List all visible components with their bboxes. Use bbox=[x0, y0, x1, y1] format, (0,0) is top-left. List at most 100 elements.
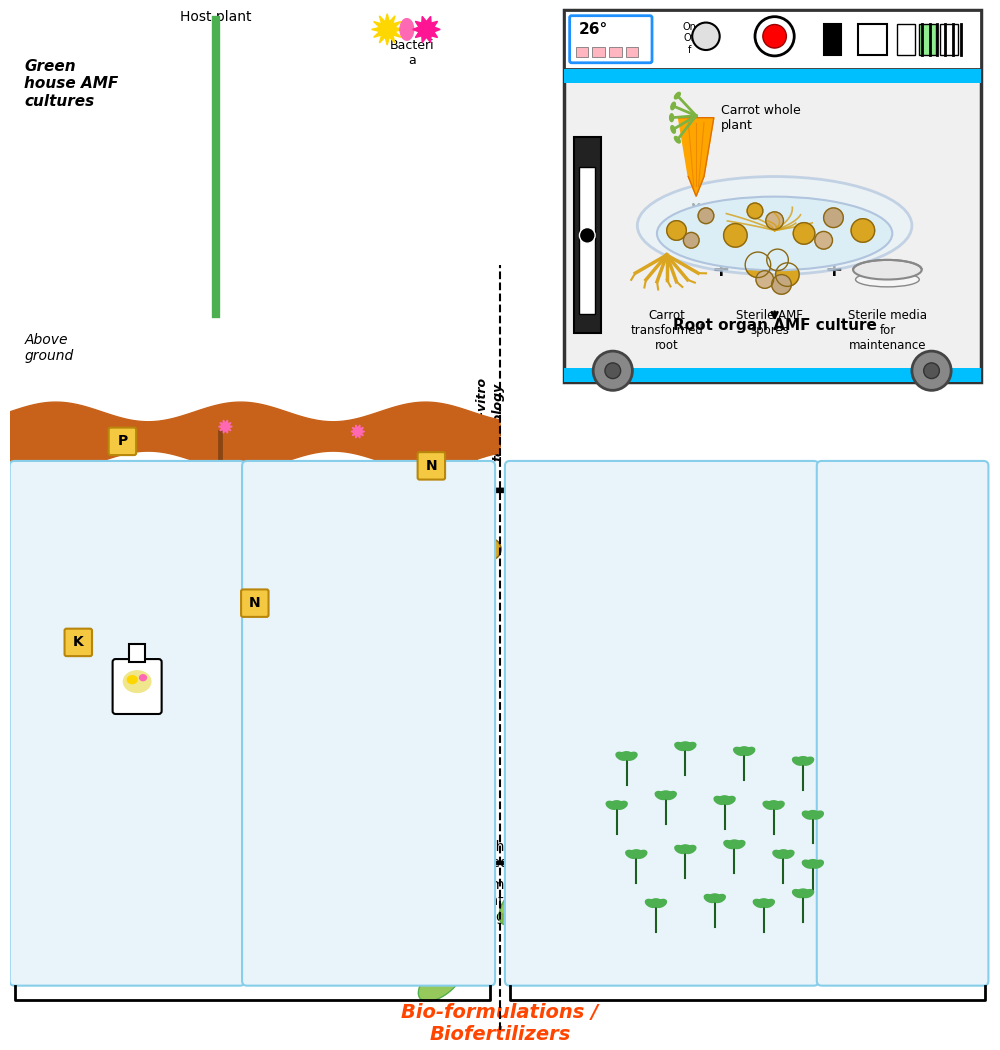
Ellipse shape bbox=[853, 260, 922, 279]
Text: Below
ground: Below ground bbox=[24, 432, 74, 462]
Circle shape bbox=[168, 560, 185, 578]
Ellipse shape bbox=[265, 866, 274, 873]
Circle shape bbox=[824, 208, 843, 228]
Bar bbox=[564, 68, 981, 83]
Ellipse shape bbox=[773, 801, 784, 810]
Ellipse shape bbox=[127, 676, 137, 684]
Bar bbox=[858, 23, 887, 55]
Circle shape bbox=[479, 539, 501, 560]
Ellipse shape bbox=[140, 675, 146, 680]
Ellipse shape bbox=[763, 801, 774, 810]
Polygon shape bbox=[219, 420, 232, 434]
Bar bbox=[564, 368, 981, 382]
Ellipse shape bbox=[753, 900, 764, 907]
Circle shape bbox=[190, 771, 202, 782]
Ellipse shape bbox=[314, 885, 323, 892]
Ellipse shape bbox=[769, 777, 779, 782]
FancyBboxPatch shape bbox=[505, 461, 819, 986]
Ellipse shape bbox=[802, 812, 813, 819]
Text: Bio-formulations /
Biofertilizers: Bio-formulations / Biofertilizers bbox=[401, 1004, 599, 1045]
Polygon shape bbox=[678, 118, 714, 196]
Ellipse shape bbox=[724, 866, 733, 873]
Ellipse shape bbox=[675, 845, 686, 854]
Ellipse shape bbox=[190, 875, 200, 881]
Ellipse shape bbox=[704, 895, 715, 902]
Polygon shape bbox=[351, 425, 365, 438]
Circle shape bbox=[320, 521, 337, 539]
Ellipse shape bbox=[812, 812, 823, 819]
Ellipse shape bbox=[308, 885, 318, 890]
Ellipse shape bbox=[196, 876, 205, 883]
Ellipse shape bbox=[298, 777, 308, 782]
Bar bbox=[919, 23, 936, 55]
Circle shape bbox=[194, 814, 206, 825]
Text: Without
biofertilizers: Without biofertilizers bbox=[123, 818, 151, 908]
Circle shape bbox=[779, 771, 790, 782]
Ellipse shape bbox=[132, 501, 162, 519]
Ellipse shape bbox=[302, 885, 311, 892]
FancyBboxPatch shape bbox=[418, 453, 445, 480]
Ellipse shape bbox=[690, 816, 700, 822]
Ellipse shape bbox=[679, 845, 691, 852]
Circle shape bbox=[707, 857, 719, 869]
Bar bbox=[609, 47, 622, 57]
Circle shape bbox=[661, 771, 673, 782]
Circle shape bbox=[201, 900, 213, 912]
FancyBboxPatch shape bbox=[570, 16, 652, 63]
Circle shape bbox=[280, 900, 291, 912]
Circle shape bbox=[452, 555, 470, 572]
Circle shape bbox=[269, 771, 280, 782]
Circle shape bbox=[135, 572, 159, 595]
Ellipse shape bbox=[667, 876, 676, 883]
Bar bbox=[574, 138, 601, 334]
Polygon shape bbox=[666, 831, 707, 876]
Polygon shape bbox=[615, 842, 660, 884]
Ellipse shape bbox=[180, 777, 190, 782]
FancyBboxPatch shape bbox=[564, 9, 981, 382]
Polygon shape bbox=[499, 880, 540, 925]
Ellipse shape bbox=[167, 826, 176, 834]
Circle shape bbox=[715, 944, 727, 956]
Polygon shape bbox=[608, 755, 833, 971]
Ellipse shape bbox=[744, 826, 753, 834]
Ellipse shape bbox=[626, 752, 637, 760]
Ellipse shape bbox=[655, 876, 664, 883]
Text: Root organ AMF culture: Root organ AMF culture bbox=[673, 318, 877, 334]
Ellipse shape bbox=[758, 899, 770, 906]
Ellipse shape bbox=[631, 825, 641, 832]
Polygon shape bbox=[372, 14, 403, 45]
Bar bbox=[626, 47, 638, 57]
Polygon shape bbox=[413, 17, 440, 42]
Text: • Require less space and labour: • Require less space and labour bbox=[525, 559, 702, 569]
Circle shape bbox=[605, 363, 621, 379]
Bar bbox=[940, 23, 958, 55]
Circle shape bbox=[724, 224, 747, 247]
Ellipse shape bbox=[259, 865, 269, 870]
Circle shape bbox=[747, 857, 758, 869]
Ellipse shape bbox=[778, 849, 789, 857]
Ellipse shape bbox=[665, 792, 676, 799]
Ellipse shape bbox=[638, 826, 647, 834]
Ellipse shape bbox=[802, 889, 814, 898]
Polygon shape bbox=[137, 755, 363, 971]
Polygon shape bbox=[516, 774, 562, 815]
Ellipse shape bbox=[714, 895, 725, 902]
FancyBboxPatch shape bbox=[241, 589, 269, 617]
Circle shape bbox=[700, 771, 712, 782]
Text: Drawbacks:: Drawbacks: bbox=[260, 481, 341, 494]
Circle shape bbox=[633, 900, 644, 912]
Ellipse shape bbox=[729, 840, 740, 847]
Ellipse shape bbox=[175, 777, 184, 784]
Circle shape bbox=[157, 529, 176, 549]
Ellipse shape bbox=[797, 889, 809, 896]
FancyBboxPatch shape bbox=[109, 427, 136, 455]
Polygon shape bbox=[673, 774, 719, 815]
Ellipse shape bbox=[220, 816, 229, 822]
Text: • Resistance against biotic and abiotic
stress: • Resistance against biotic and abiotic … bbox=[29, 534, 244, 557]
Text: With
biofertilizers: With biofertilizers bbox=[594, 818, 622, 908]
Circle shape bbox=[790, 900, 801, 912]
Ellipse shape bbox=[278, 825, 288, 832]
Polygon shape bbox=[567, 852, 610, 895]
Text: • High risk of contamination: • High risk of contamination bbox=[260, 554, 417, 564]
Ellipse shape bbox=[636, 850, 647, 858]
